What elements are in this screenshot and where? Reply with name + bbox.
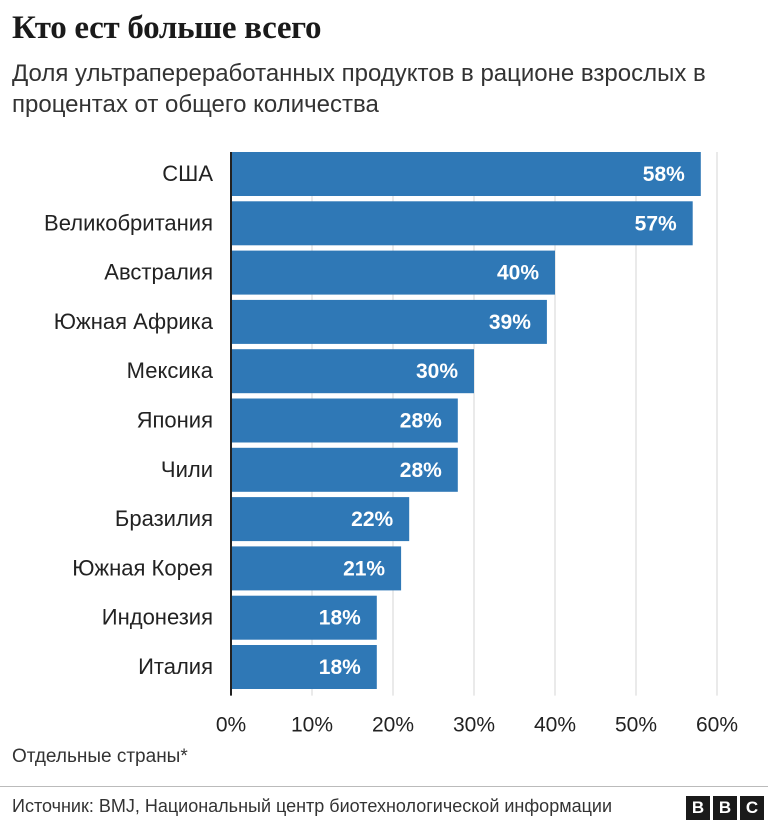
bar: [231, 201, 693, 246]
category-label: Индонезия: [102, 605, 213, 630]
data-label: 39%: [489, 311, 531, 334]
bar: [231, 299, 547, 344]
data-label: 21%: [343, 557, 385, 580]
data-label: 40%: [497, 262, 539, 285]
x-tick-label: 40%: [534, 714, 576, 737]
footer-divider: [0, 786, 768, 787]
data-label: 28%: [400, 459, 442, 482]
bar: [231, 152, 701, 196]
footnote: Отдельные страны*: [12, 746, 188, 767]
category-label: Южная Корея: [72, 555, 213, 580]
bars: [231, 152, 701, 689]
bar-chart: 0% 10% 20% 30% 40% 50% 60% США 58% Великобритания…: [44, 152, 738, 737]
data-label: 57%: [635, 212, 677, 235]
data-label: 18%: [319, 607, 361, 630]
x-tick-label: 60%: [696, 714, 738, 737]
category-label: Италия: [138, 654, 213, 679]
category-label: Южная Африка: [54, 309, 214, 334]
data-label: 18%: [319, 656, 361, 679]
bar: [231, 497, 410, 542]
chart-subtitle: Доля ультрапереработанных продуктов в ра…: [12, 60, 706, 118]
bar: [231, 250, 555, 295]
bar: [231, 447, 458, 492]
labels: 0% 10% 20% 30% 40% 50% 60% США 58% Великобритания…: [44, 161, 738, 737]
category-label: Япония: [137, 408, 213, 433]
bar: [231, 546, 402, 591]
x-tick-label: 20%: [372, 714, 414, 737]
category-label: Австралия: [104, 260, 213, 285]
chart-title: Кто ест больше всего: [12, 10, 322, 46]
bbc-logo-letter: B: [686, 796, 710, 820]
data-label: 58%: [643, 163, 685, 186]
data-label: 30%: [416, 360, 458, 383]
x-tick-label: 50%: [615, 714, 657, 737]
bar: [231, 349, 474, 394]
category-label: Мексика: [127, 358, 214, 383]
data-label: 28%: [400, 410, 442, 433]
category-label: Чили: [161, 457, 213, 482]
bar: [231, 398, 458, 443]
bbc-logo-letter: C: [740, 796, 764, 820]
bbc-logo-letter: B: [713, 796, 737, 820]
source-text: Источник: BMJ, Национальный центр биотех…: [12, 796, 613, 816]
category-label: США: [162, 161, 213, 186]
bbc-logo: B B C: [686, 796, 764, 820]
x-tick-label: 0%: [216, 714, 246, 737]
data-label: 22%: [351, 508, 393, 531]
category-label: Бразилия: [115, 506, 213, 531]
bar: [231, 645, 377, 689]
category-label: Великобритания: [44, 210, 213, 235]
x-tick-label: 10%: [291, 714, 333, 737]
bar: [231, 595, 377, 640]
x-tick-label: 30%: [453, 714, 495, 737]
